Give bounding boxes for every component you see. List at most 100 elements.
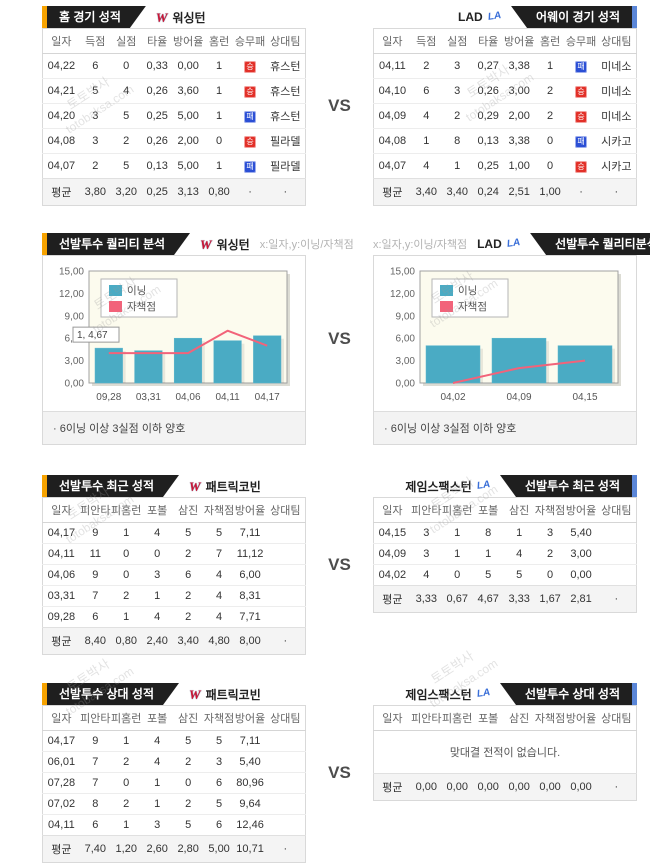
cell: 09,28 [47,611,76,623]
recent-panel-left: 선발투수 최근 성적 W 패트릭코빈 일자 피안타 피홈런 포볼 삼진 자책점 방어율 상대팀… [42,475,306,655]
cell: 3 [92,135,99,147]
cell: 6 [92,60,99,72]
cell: 6,00 [239,569,261,581]
legend-swatch-innings [440,285,453,296]
pitcher-name: 패트릭코빈 [205,687,261,702]
column-header: 상대팀 [596,705,637,731]
chart-area: 0,003,006,009,0012,0015,0009,2803,3104,0… [43,256,305,411]
h2h-panel-right: 제임스팩스턴 LA 선발투수 상대 성적 일자 피안타 피홈런 포볼 삼진 자책점 방어율 상… [373,683,637,863]
section-banner: 선발투수 최근 성적 [47,475,179,497]
loss-badge: 패 [244,160,257,173]
team-name: 워싱턴 [216,237,250,252]
cell: 06,01 [47,756,76,768]
panel-header: 선발투수 퀄리티 분석 W 워싱턴 x:일자,y:이닝/자책점 [42,233,354,255]
tooltip-box [72,326,120,343]
cell: 0,33 [146,60,168,72]
average-row: 평균 8,40 0,80 2,40 3,40 4,80 8,00 · [42,627,306,655]
cell: 승 [566,154,597,179]
recent-panel-right: 제임스팩스턴 LA 선발투수 최근 성적 일자 피안타 피홈런 포볼 삼진 자책점 방어율 상… [373,475,637,655]
innings-bar [213,340,242,384]
cell: 3,40 [177,635,199,647]
legend-label-earned-runs: 자책점 [127,301,156,313]
cell: 2,40 [146,635,168,647]
cell: · [614,593,619,605]
column-header: 방어율 [503,28,535,54]
cell: 0 [123,548,130,560]
table-row: 04,08 1 8 0,13 3,38 0 패 시카고 [373,128,637,154]
cell: 6 [216,819,223,831]
axis-note: x:일자,y:이닝/자책점 [259,239,354,251]
column-header: 피안타 [79,497,111,523]
cell: 04,07 [378,160,407,172]
legend-swatch-innings [109,285,122,296]
cell: 5 [516,569,523,581]
cell: 1 [454,160,461,172]
table-row: 03,31 7 2 1 2 4 8,31 [42,585,306,607]
cell: 4,80 [208,635,230,647]
x-tick-label: 04,11 [215,392,240,403]
away-record-table: 일자 득점 실점 타율 방어율 홈런 승무패 상대팀 04,11 2 3 0,27 3,38 1 패 미네소 0… [373,28,637,206]
team-label: LAD LA [477,233,521,255]
column-header: 포볼 [472,705,504,731]
pitcher-name: 제임스팩스턴 [405,687,472,702]
section-pitcher-h2h: 선발투수 상대 성적 W 패트릭코빈 일자 피안타 피홈런 포볼 삼진 자책점 방어율 상대팀… [42,683,637,863]
cell: 승 [235,79,266,104]
table-row: 04,11 6 1 3 5 6 12,46 [42,814,306,836]
section-banner: 선발투수 최근 성적 [500,475,632,497]
cell: 0 [123,60,130,72]
cell: 80,96 [236,777,264,789]
innings-bar [425,345,481,384]
win-badge: 승 [244,85,257,98]
column-header: 자책점 [534,705,566,731]
team-name: LAD [458,10,483,24]
home-record-panel: 홈 경기 성적 W 워싱턴 일자 득점 실점 타율 방어율 홈런 승무패 상대팀 04,22 6 0… [42,6,306,206]
empty-message: 맞대결 전적이 없습니다. [449,747,561,759]
cell: 평균 [51,844,72,856]
orange-accent-bar [42,6,47,28]
cell: · [283,843,288,855]
y-tick-label: 15,00 [390,267,415,278]
column-header: 포볼 [141,705,173,731]
cell: 04,09 [378,548,407,560]
win-badge: 승 [244,135,257,148]
cell: 6 [423,85,430,97]
cell: 7,11 [239,735,261,747]
cell: 2 [547,548,554,560]
washington-logo-icon: W [200,236,212,252]
column-header: 삼진 [503,705,535,731]
section-quality-analysis: 선발투수 퀄리티 분석 W 워싱턴 x:일자,y:이닝/자책점 0,00 3,00… [42,233,650,445]
washington-logo-icon: W [155,9,168,25]
cell: 04,20 [47,110,76,122]
cell: 4 [423,569,430,581]
cell [597,565,637,586]
chart-panel: 0,003,006,009,0012,0015,0009,2803,3104,0… [42,255,306,445]
cell: 4 [216,611,223,623]
cell: 1 [216,160,223,172]
cell: 5,40 [570,527,592,539]
table-row: 04,17 9 1 4 5 5 7,11 [42,522,306,544]
win-badge: 승 [575,110,588,123]
column-header: 삼진 [172,497,204,523]
team-label: W 워싱턴 [156,6,206,28]
column-header: 피안타 [410,497,442,523]
legend-label-innings: 이닝 [127,285,146,297]
cell: 1 [123,611,130,623]
cell: 1,20 [115,843,137,855]
banner-title: 선발투수 퀄리티 분석 [59,237,166,251]
cell: 0,25 [477,160,499,172]
blue-accent-bar [632,6,637,28]
y-tick-label: 0,00 [65,379,85,390]
banner-title: 선발투수 상대 성적 [525,687,620,701]
cell: 5 [92,85,99,97]
y-tick-label: 9,00 [65,311,85,322]
cell: 2 [185,548,192,560]
spacer [373,683,395,705]
cell: 9,64 [239,798,261,810]
cell: 0,80 [208,186,230,198]
cell: 4 [423,160,430,172]
lad-logo-icon: LA [486,10,502,23]
cell: 7 [92,777,99,789]
vs-label: VS [328,555,351,574]
cell: 0 [154,548,161,560]
cell: 04,17 [47,735,76,747]
